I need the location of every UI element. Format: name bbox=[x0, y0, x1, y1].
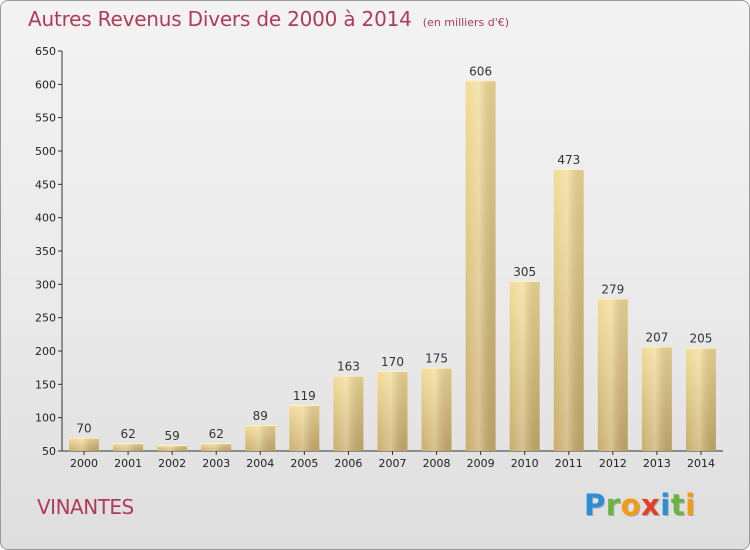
x-tick-label: 2013 bbox=[643, 457, 671, 470]
x-tick-label: 2008 bbox=[423, 457, 451, 470]
x-tick-label: 2001 bbox=[114, 457, 142, 470]
bar-shade-2003 bbox=[201, 443, 232, 451]
x-tick-label: 2009 bbox=[467, 457, 495, 470]
bar-shade-2001 bbox=[113, 443, 144, 451]
x-tick-label: 2010 bbox=[511, 457, 539, 470]
bars bbox=[69, 80, 716, 451]
bar-shade-2010 bbox=[509, 281, 540, 451]
logo-letter: x bbox=[641, 488, 661, 522]
y-tick-label: 500 bbox=[35, 145, 56, 158]
bar-shade-2013 bbox=[641, 346, 672, 451]
y-tick-label: 400 bbox=[35, 212, 56, 225]
bar-shade-2014 bbox=[685, 347, 716, 451]
data-label-2008: 175 bbox=[425, 352, 448, 366]
data-label-2006: 163 bbox=[337, 360, 360, 374]
chart-title: Autres Revenus Divers de 2000 à 2014 (en… bbox=[28, 7, 509, 31]
x-tick-label: 2003 bbox=[202, 457, 230, 470]
chart-title-unit: (en milliers d'€) bbox=[422, 16, 510, 29]
x-tick-label: 2000 bbox=[70, 457, 98, 470]
data-label-2011: 473 bbox=[557, 153, 580, 167]
x-tick-label: 2012 bbox=[599, 457, 627, 470]
data-label-2005: 119 bbox=[293, 389, 316, 403]
data-label-2007: 170 bbox=[381, 355, 404, 369]
bar-shade-2004 bbox=[245, 425, 276, 451]
logo-letter: r bbox=[605, 488, 621, 522]
bar-shade-2011 bbox=[553, 169, 584, 451]
x-tick-label: 2011 bbox=[555, 457, 583, 470]
data-label-2012: 279 bbox=[601, 282, 624, 296]
y-tick-label: 350 bbox=[35, 245, 56, 258]
data-label-2009: 606 bbox=[469, 64, 492, 78]
logo-letter: P bbox=[584, 488, 606, 522]
data-label-2003: 62 bbox=[209, 427, 224, 441]
y-tick-label: 250 bbox=[35, 312, 56, 325]
chart-title-main: Autres Revenus Divers de 2000 à 2014 bbox=[28, 7, 412, 31]
data-labels: 70 62 59 62 89 119 163 170 175 606 305 473 279 207 205 bbox=[76, 64, 712, 443]
y-tick-label: 100 bbox=[35, 412, 56, 425]
x-tick-label: 2005 bbox=[290, 457, 318, 470]
bar-shade-2009 bbox=[465, 80, 496, 451]
x-tick-label: 2007 bbox=[379, 457, 407, 470]
logo-letter: i bbox=[660, 488, 671, 522]
bar-shade-2005 bbox=[289, 405, 320, 451]
axes: 50 100 150 200 250 300 350 400 450 500 550 600 650 20… bbox=[35, 45, 723, 470]
data-label-2013: 207 bbox=[645, 330, 668, 344]
logo-letter: o bbox=[620, 488, 642, 522]
bar-shade-2008 bbox=[421, 367, 452, 451]
data-label-2002: 59 bbox=[165, 429, 180, 443]
logo-letter: t bbox=[670, 488, 686, 522]
bar-shade-2002 bbox=[157, 445, 188, 451]
data-label-2001: 62 bbox=[120, 427, 135, 441]
x-tick-label: 2002 bbox=[158, 457, 186, 470]
y-tick-label: 200 bbox=[35, 345, 56, 358]
data-label-2004: 89 bbox=[253, 409, 268, 423]
y-tick-label: 650 bbox=[35, 45, 56, 58]
bar-shade-2006 bbox=[333, 375, 364, 451]
logo-letter: i bbox=[685, 488, 696, 522]
bar-shade-2000 bbox=[69, 437, 100, 451]
proxiti-logo: Proxiti bbox=[584, 488, 696, 522]
data-label-2010: 305 bbox=[513, 265, 536, 279]
x-tick-label: 2014 bbox=[687, 457, 715, 470]
x-tick-label: 2006 bbox=[334, 457, 362, 470]
y-tick-label: 300 bbox=[35, 278, 56, 291]
y-tick-label: 600 bbox=[35, 78, 56, 91]
data-label-2000: 70 bbox=[76, 422, 91, 436]
y-tick-label: 50 bbox=[42, 445, 56, 458]
y-tick-label: 550 bbox=[35, 112, 56, 125]
data-label-2014: 205 bbox=[690, 332, 713, 346]
x-tick-label: 2004 bbox=[246, 457, 274, 470]
y-tick-label: 450 bbox=[35, 178, 56, 191]
bar-shade-2007 bbox=[377, 371, 408, 451]
bar-shade-2012 bbox=[597, 298, 628, 451]
y-tick-label: 150 bbox=[35, 378, 56, 391]
commune-name: VINANTES bbox=[37, 495, 134, 519]
